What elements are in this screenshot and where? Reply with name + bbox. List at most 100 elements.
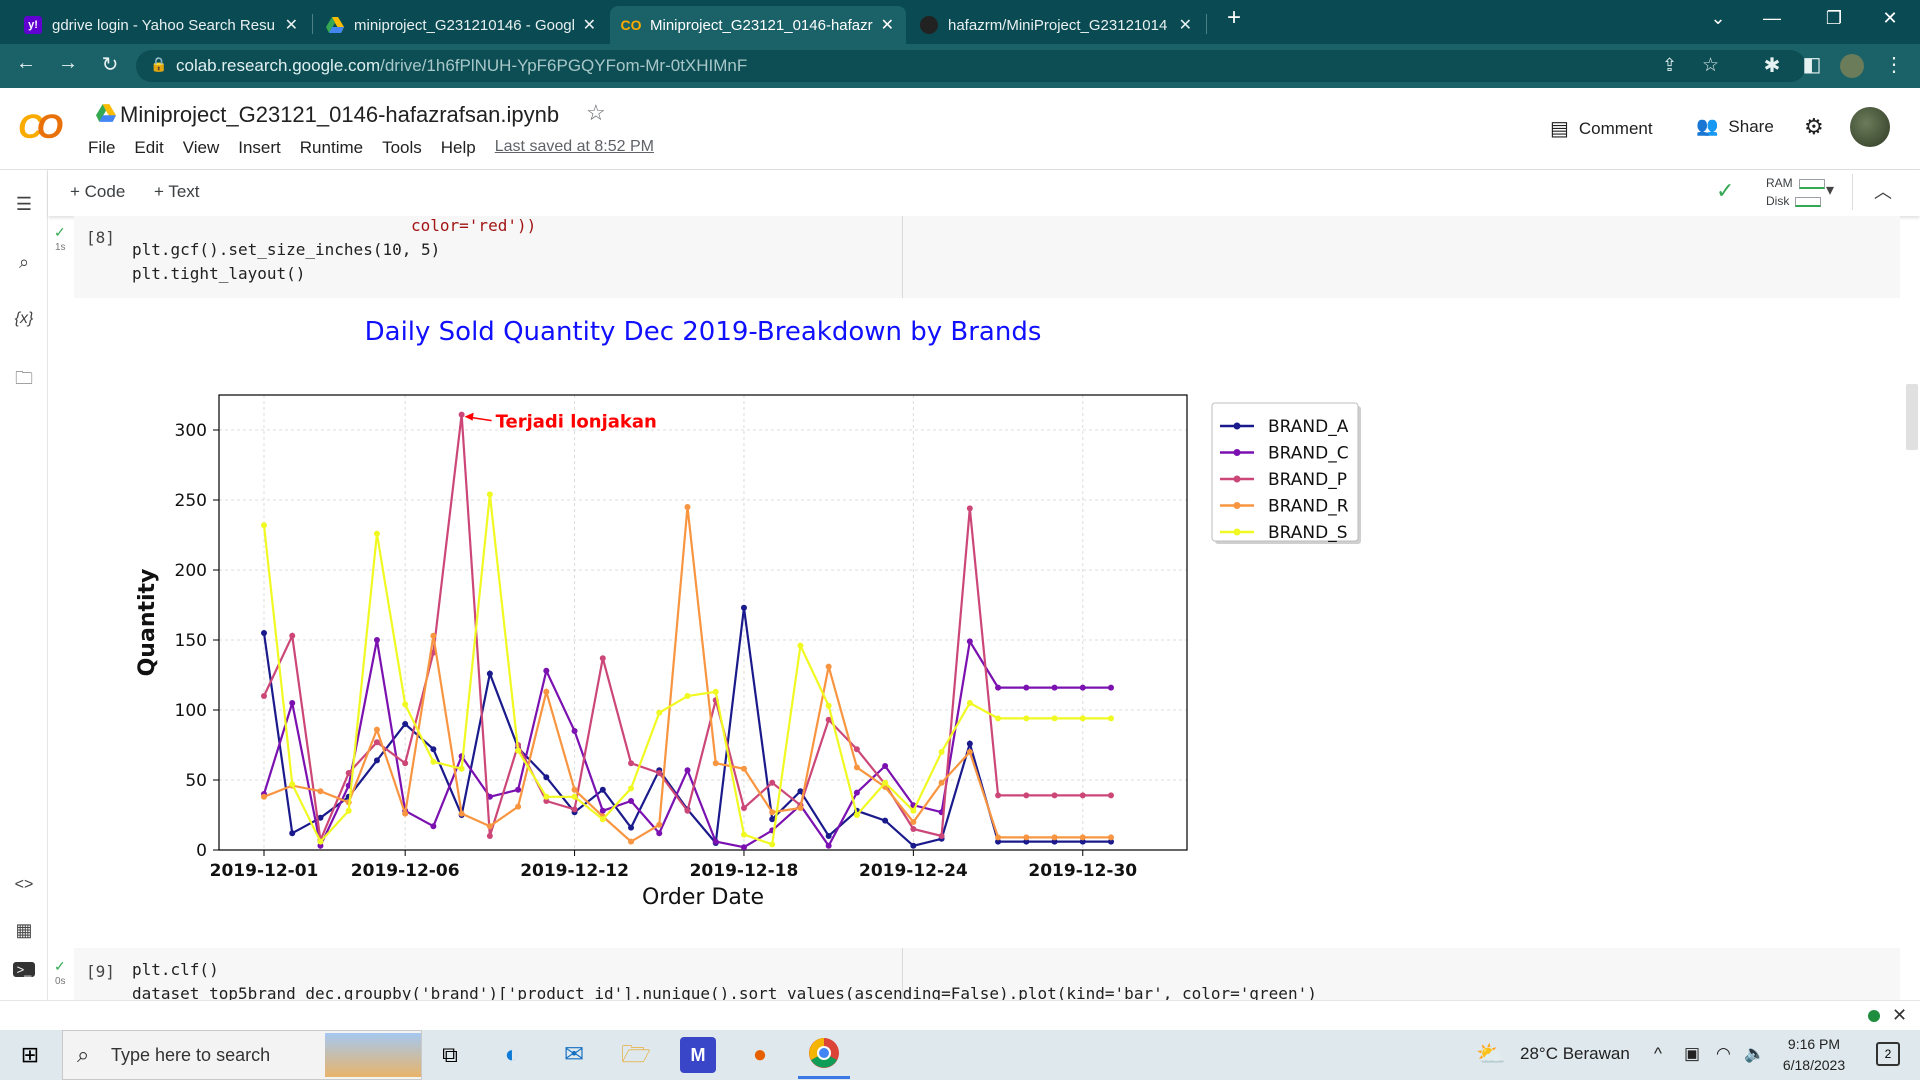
add-code-button[interactable]: + Code [70, 182, 126, 201]
address-bar[interactable]: 🔒 colab.research.google.com/drive/1h6fPl… [136, 50, 1806, 82]
data-point-brand_r [656, 821, 663, 828]
tab-yahoo-search[interactable]: y! gdrive login - Yahoo Search Resu ✕ [12, 6, 310, 44]
profile-avatar[interactable] [1840, 54, 1864, 78]
command-palette-icon[interactable]: ▦ [15, 920, 33, 940]
minimize-icon[interactable]: — [1763, 8, 1781, 28]
bookmark-star-icon[interactable]: ☆ [1702, 55, 1720, 76]
menu-edit[interactable]: Edit [134, 138, 164, 157]
close-window-icon[interactable]: ✕ [1882, 8, 1898, 28]
data-point-brand_s [684, 693, 691, 699]
cell-exec-count[interactable]: [9] [86, 962, 115, 981]
tab-search-chevron-icon[interactable]: ⌄ [1710, 8, 1726, 28]
data-point-brand_p [853, 746, 860, 753]
data-point-brand_c [1023, 684, 1030, 691]
menu-file[interactable]: File [88, 138, 116, 157]
settings-gear-icon[interactable]: ⚙ [1804, 114, 1824, 139]
volume-icon[interactable]: 🔈 [1744, 1044, 1766, 1063]
data-point-brand_c [1108, 684, 1114, 691]
taskbar-clock[interactable]: 9:16 PM 6/18/2023 [1766, 1034, 1862, 1076]
data-point-brand_r [430, 632, 437, 639]
x-axis-label: Order Date [642, 885, 764, 910]
resource-monitor[interactable]: RAM Disk [1766, 174, 1825, 210]
data-point-brand_s [853, 812, 860, 818]
series-line-brand_p [263, 414, 1111, 845]
data-point-brand_a [402, 721, 409, 727]
share-button[interactable]: 👥 Share [1696, 116, 1774, 137]
comment-icon: ▤ [1550, 118, 1569, 140]
data-point-brand_a [373, 757, 380, 764]
tab-google-drive[interactable]: miniproject_G231210146 - Googl ✕ [314, 6, 608, 44]
close-status-icon[interactable]: ✕ [1892, 1005, 1908, 1025]
taskbar-search-box[interactable]: ⌕ Type here to search [62, 1030, 422, 1080]
cell-exec-count[interactable]: [8] [86, 228, 115, 247]
task-view-icon[interactable]: ⧉ [442, 1042, 458, 1067]
data-point-brand_s [825, 702, 832, 709]
data-point-brand_r [515, 803, 522, 810]
side-panel-icon[interactable]: ◧ [1802, 54, 1822, 76]
menu-help[interactable]: Help [440, 138, 476, 157]
data-point-brand_p [543, 798, 550, 804]
code-snippets-icon[interactable]: <> [14, 876, 34, 893]
comment-button[interactable]: ▤ Comment [1550, 116, 1653, 141]
legend-label: BRAND_R [1268, 497, 1349, 517]
close-tab-icon[interactable]: ✕ [1178, 17, 1192, 34]
data-point-brand_a [769, 816, 776, 823]
ram-label: RAM [1766, 176, 1793, 190]
vertical-scrollbar[interactable] [1906, 384, 1918, 450]
comment-label: Comment [1578, 118, 1653, 138]
tab-colab-notebook[interactable]: CO Miniproject_G23121_0146-hafazr ✕ [610, 6, 906, 44]
add-text-button[interactable]: + Text [154, 182, 200, 201]
share-page-icon[interactable]: ⇪ [1662, 55, 1678, 75]
menu-runtime[interactable]: Runtime [299, 138, 364, 157]
firefox-icon[interactable]: ● [752, 1041, 768, 1068]
colab-logo[interactable]: CO [18, 108, 63, 146]
restore-icon[interactable]: ❐ [1825, 8, 1843, 28]
tab-github[interactable]: hafazrm/MiniProject_G23121014 ✕ [908, 6, 1204, 44]
new-tab-icon[interactable]: + [1226, 4, 1241, 31]
last-saved-link[interactable]: Last saved at 8:52 PM [494, 138, 654, 155]
variables-icon[interactable]: {x} [14, 310, 34, 327]
runtime-status-dot [1868, 1010, 1880, 1022]
menu-view[interactable]: View [182, 138, 220, 157]
search-icon[interactable]: ⌕ [18, 252, 30, 272]
user-avatar[interactable] [1850, 107, 1890, 147]
file-explorer-icon[interactable]: 🗁 [621, 1041, 651, 1068]
menu-tools[interactable]: Tools [382, 138, 422, 157]
forward-icon[interactable]: → [58, 52, 78, 74]
tray-chevron-icon[interactable]: ^ [1654, 1044, 1662, 1063]
notebook-title[interactable]: Miniproject_G23121_0146-hafazrafsan.ipyn… [120, 102, 560, 127]
code-cell-8[interactable]: color='red')) plt.gcf().set_size_inches(… [74, 216, 1900, 298]
terminal-icon[interactable]: >_ [13, 962, 35, 977]
close-tab-icon[interactable]: ✕ [284, 17, 298, 34]
code-cell-9[interactable]: plt.clf() dataset_top5brand_dec.groupby(… [74, 948, 1900, 1000]
weather-cloud-icon: ⛅ [1476, 1041, 1506, 1068]
collapse-header-icon[interactable]: ︿ [1874, 182, 1892, 202]
table-of-contents-icon[interactable]: ☰ [15, 194, 33, 214]
star-notebook-icon[interactable]: ☆ [586, 100, 606, 125]
browser-menu-icon[interactable]: ⋮ [1884, 54, 1904, 76]
app-icon[interactable]: M [680, 1037, 716, 1073]
back-icon[interactable]: ← [16, 52, 36, 74]
ram-meter [1798, 178, 1825, 189]
reload-icon[interactable]: ↻ [101, 54, 119, 76]
weather-text[interactable]: 28°C Berawan [1520, 1044, 1630, 1063]
notification-center-icon[interactable]: 2 [1876, 1042, 1900, 1066]
edge-browser-icon[interactable]: ◐ [504, 1041, 520, 1068]
search-placeholder: Type here to search [111, 1044, 271, 1065]
windows-start-icon[interactable]: ⊞ [20, 1042, 40, 1067]
extensions-icon[interactable]: ✱ [1763, 55, 1781, 77]
url-host: colab.research.google.com [176, 56, 381, 75]
wifi-icon[interactable]: ◠ [1716, 1044, 1731, 1063]
close-tab-icon[interactable]: ✕ [582, 17, 596, 34]
runtime-dropdown-icon[interactable]: ▾ [1826, 182, 1835, 199]
menu-insert[interactable]: Insert [238, 138, 281, 157]
files-folder-icon[interactable]: 🗀 [15, 368, 33, 388]
close-tab-icon[interactable]: ✕ [880, 17, 894, 34]
meet-now-icon[interactable]: ▣ [1684, 1044, 1701, 1063]
mail-icon[interactable]: ✉ [563, 1041, 585, 1068]
data-point-brand_s [599, 816, 606, 823]
chrome-icon[interactable] [806, 1037, 842, 1073]
data-point-brand_c [656, 830, 663, 837]
data-point-brand_r [543, 688, 550, 695]
data-point-brand_a [543, 774, 550, 781]
